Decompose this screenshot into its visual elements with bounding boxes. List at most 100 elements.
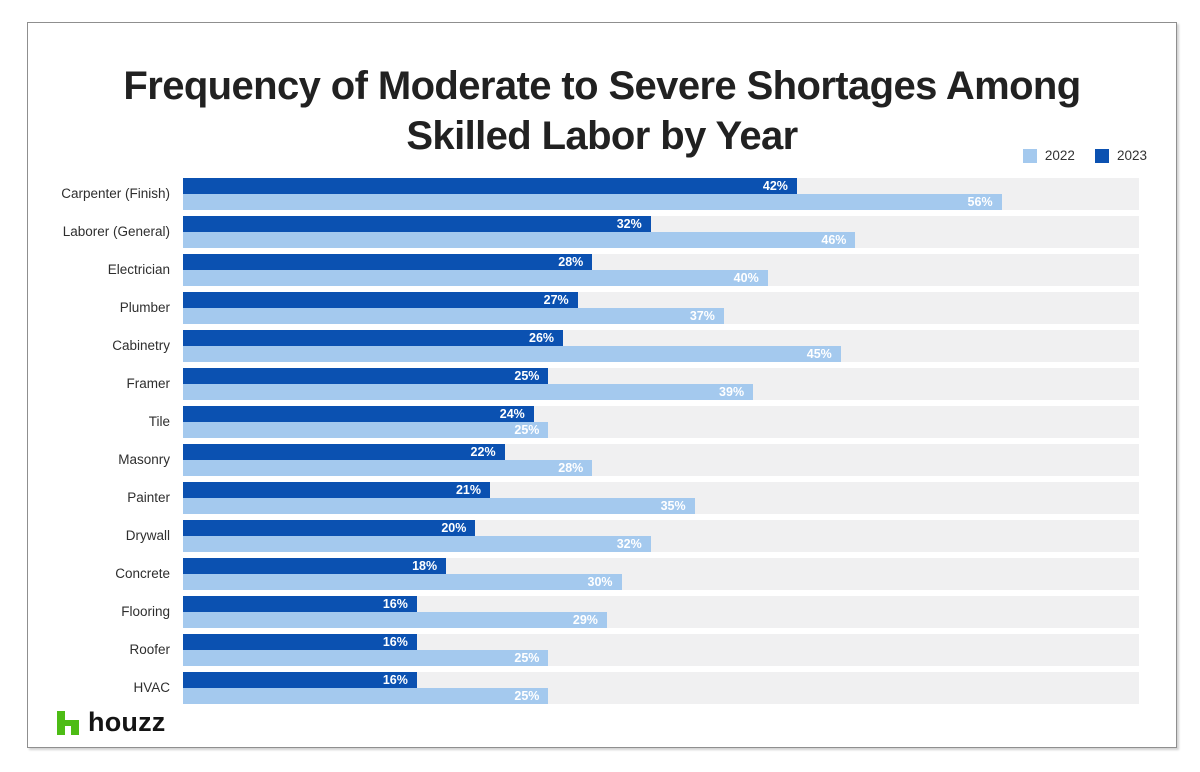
legend-swatch-icon xyxy=(1022,148,1037,163)
bar-2022: 28% xyxy=(183,460,593,476)
bar-2022: 39% xyxy=(183,384,754,400)
bar-value-label: 32% xyxy=(616,217,642,231)
chart-row: Concrete 18% 30% xyxy=(28,558,1139,590)
bar-2022: 35% xyxy=(183,498,695,514)
houzz-house-icon xyxy=(56,710,80,735)
footer-brand: houzz xyxy=(56,707,165,738)
bar-value-label: 46% xyxy=(821,233,847,247)
bar-2022: 45% xyxy=(183,346,841,362)
chart-title-line1: Frequency of Moderate to Severe Shortage… xyxy=(123,64,1081,108)
legend-item-2023: 2023 xyxy=(1094,148,1147,163)
category-label: Painter xyxy=(127,490,170,505)
legend-label: 2023 xyxy=(1116,148,1147,163)
bar-2023: 16% xyxy=(183,596,417,612)
bar-2023: 32% xyxy=(183,216,651,232)
bar-2022: 40% xyxy=(183,270,768,286)
category-label: Carpenter (Finish) xyxy=(61,186,170,201)
bar-track: 18% 30% xyxy=(183,558,1139,590)
bar-value-label: 32% xyxy=(616,537,642,551)
bar-track: 25% 39% xyxy=(183,368,1139,400)
bar-2022: 25% xyxy=(183,650,549,666)
category-label: Flooring xyxy=(121,604,170,619)
bar-2023: 42% xyxy=(183,178,797,194)
legend-item-2022: 2022 xyxy=(1022,148,1075,163)
bar-value-label: 30% xyxy=(587,575,613,589)
bar-track: 16% 29% xyxy=(183,596,1139,628)
bar-value-label: 39% xyxy=(719,385,745,399)
bar-2023: 26% xyxy=(183,330,564,346)
bar-2022: 37% xyxy=(183,308,724,324)
bar-2022: 32% xyxy=(183,536,651,552)
chart-row: Carpenter (Finish) 42% 56% xyxy=(28,178,1139,210)
chart-row: Electrician 28% 40% xyxy=(28,254,1139,286)
bar-value-label: 28% xyxy=(558,461,584,475)
category-label: Roofer xyxy=(129,642,170,657)
bar-value-label: 42% xyxy=(762,179,788,193)
bar-track: 42% 56% xyxy=(183,178,1139,210)
bar-track: 28% 40% xyxy=(183,254,1139,286)
bar-2022: 56% xyxy=(183,194,1002,210)
bar-value-label: 56% xyxy=(967,195,993,209)
category-label: Masonry xyxy=(118,452,170,467)
bar-2022: 25% xyxy=(183,422,549,438)
bar-track: 20% 32% xyxy=(183,520,1139,552)
category-label: Drywall xyxy=(125,528,170,543)
bar-value-label: 21% xyxy=(455,483,481,497)
bar-value-label: 27% xyxy=(543,293,569,307)
bar-2023: 27% xyxy=(183,292,578,308)
category-label: Framer xyxy=(126,376,171,391)
bar-chart: Carpenter (Finish) 42% 56% Laborer (General… xyxy=(28,178,1139,710)
bar-2023: 18% xyxy=(183,558,447,574)
bar-value-label: 18% xyxy=(412,559,438,573)
bar-track: 16% 25% xyxy=(183,672,1139,704)
chart-card: Frequency of Moderate to Severe Shortage… xyxy=(27,22,1177,748)
category-label: Cabinetry xyxy=(112,338,170,353)
bar-value-label: 26% xyxy=(529,331,555,345)
chart-row: Cabinetry 26% 45% xyxy=(28,330,1139,362)
legend-label: 2022 xyxy=(1044,148,1075,163)
bar-2023: 20% xyxy=(183,520,476,536)
bar-track: 32% 46% xyxy=(183,216,1139,248)
bar-2023: 16% xyxy=(183,672,417,688)
bar-2022: 30% xyxy=(183,574,622,590)
bar-value-label: 29% xyxy=(572,613,598,627)
category-label: Plumber xyxy=(119,300,170,315)
bar-2023: 28% xyxy=(183,254,593,270)
bar-2023: 21% xyxy=(183,482,490,498)
category-label: Tile xyxy=(148,414,170,429)
chart-row: Drywall 20% 32% xyxy=(28,520,1139,552)
bar-value-label: 25% xyxy=(514,423,540,437)
bar-value-label: 40% xyxy=(733,271,759,285)
bar-value-label: 22% xyxy=(470,445,496,459)
bar-value-label: 16% xyxy=(382,673,408,687)
bar-value-label: 35% xyxy=(660,499,686,513)
bar-value-label: 24% xyxy=(499,407,525,421)
bar-2022: 46% xyxy=(183,232,856,248)
bar-2022: 29% xyxy=(183,612,607,628)
chart-row: Painter 21% 35% xyxy=(28,482,1139,514)
bar-value-label: 25% xyxy=(514,689,540,703)
bar-track: 21% 35% xyxy=(183,482,1139,514)
bar-track: 22% 28% xyxy=(183,444,1139,476)
chart-row: Flooring 16% 29% xyxy=(28,596,1139,628)
category-label: Electrician xyxy=(107,262,170,277)
chart-title: Frequency of Moderate to Severe Shortage… xyxy=(28,61,1176,161)
bar-value-label: 37% xyxy=(689,309,715,323)
chart-title-line2: Skilled Labor by Year xyxy=(406,114,798,158)
chart-row: Tile 24% 25% xyxy=(28,406,1139,438)
chart-row: Masonry 22% 28% xyxy=(28,444,1139,476)
bar-value-label: 16% xyxy=(382,635,408,649)
bar-2023: 16% xyxy=(183,634,417,650)
legend: 2022 2023 xyxy=(1022,148,1147,163)
bar-2023: 24% xyxy=(183,406,534,422)
chart-row: Plumber 27% 37% xyxy=(28,292,1139,324)
bar-track: 24% 25% xyxy=(183,406,1139,438)
legend-swatch-icon xyxy=(1094,148,1109,163)
bar-2022: 25% xyxy=(183,688,549,704)
bar-track: 16% 25% xyxy=(183,634,1139,666)
bar-2023: 22% xyxy=(183,444,505,460)
category-label: Laborer (General) xyxy=(62,224,170,239)
chart-row: Roofer 16% 25% xyxy=(28,634,1139,666)
bar-track: 27% 37% xyxy=(183,292,1139,324)
bar-2023: 25% xyxy=(183,368,549,384)
